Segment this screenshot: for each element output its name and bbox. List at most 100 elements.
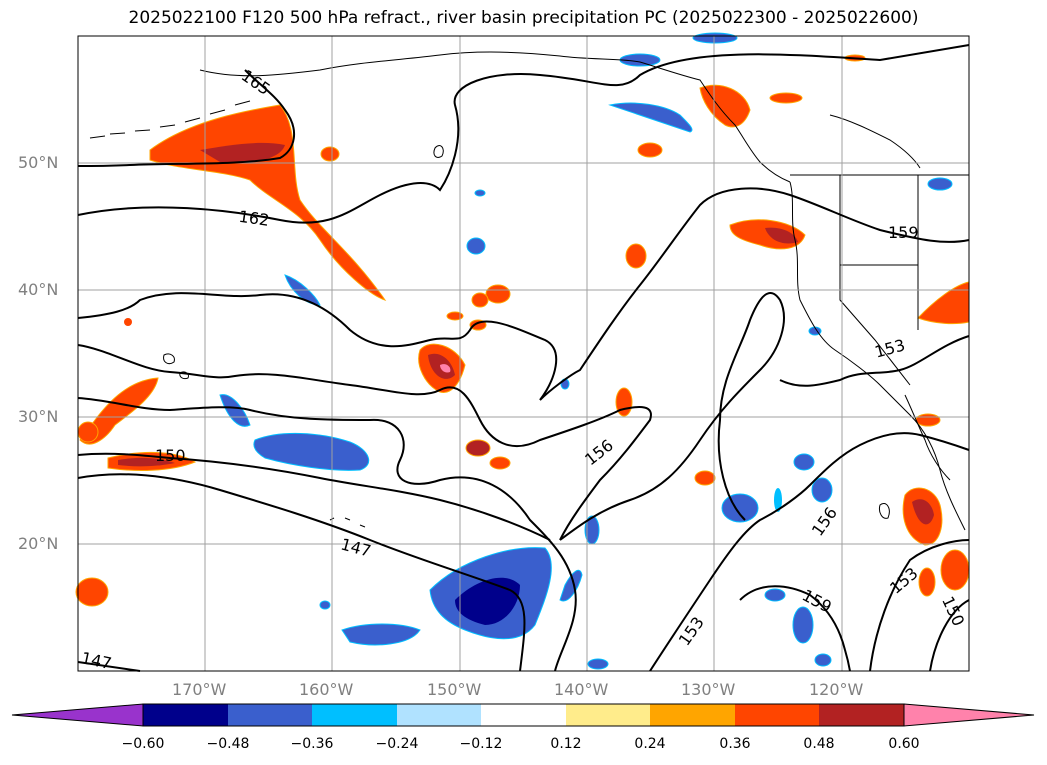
lon-tick-label: 120°W bbox=[809, 680, 864, 699]
colorbar bbox=[11, 703, 1035, 727]
contour-153-east2 bbox=[869, 539, 970, 672]
positive-anomaly-core bbox=[118, 457, 175, 467]
positive-anomaly-region bbox=[485, 284, 511, 304]
positive-anomaly-region bbox=[465, 439, 491, 457]
colorbar-segment bbox=[819, 704, 904, 726]
contour-153 bbox=[77, 397, 577, 672]
colorbar-segment bbox=[312, 704, 397, 726]
colorbar-segment bbox=[143, 704, 228, 726]
lon-tick-label: 160°W bbox=[299, 680, 354, 699]
negative-anomaly-region bbox=[608, 102, 693, 133]
geopotential-contours bbox=[77, 44, 970, 672]
colorbar-tick-label: 0.60 bbox=[888, 736, 920, 752]
negative-anomaly-region bbox=[927, 177, 953, 191]
lon-tick-label: 140°W bbox=[554, 680, 609, 699]
colorbar-frame bbox=[142, 703, 905, 727]
contour-156-east bbox=[779, 335, 970, 387]
colorbar-tick-label: −0.36 bbox=[290, 736, 334, 752]
contour-label: 150 bbox=[155, 446, 186, 465]
colorbar-tick-label: 0.36 bbox=[719, 736, 751, 752]
lon-tick-label: 150°W bbox=[427, 680, 482, 699]
negative-anomaly-region bbox=[692, 32, 738, 44]
positive-anomaly-region bbox=[769, 92, 803, 104]
contour-153-east bbox=[649, 432, 970, 672]
positive-anomaly-region bbox=[699, 84, 751, 128]
positive-anomaly-core bbox=[765, 227, 798, 244]
positive-anomaly-region bbox=[79, 377, 159, 445]
colorbar-tick-label: −0.24 bbox=[375, 736, 419, 752]
positive-anomaly-core bbox=[912, 499, 934, 525]
contour-147 bbox=[77, 473, 526, 672]
negative-anomaly-region bbox=[774, 488, 782, 512]
contour-162 bbox=[77, 44, 970, 224]
baja-coastline bbox=[904, 394, 951, 481]
contour-156b bbox=[559, 292, 785, 541]
na-west-coastline bbox=[789, 181, 966, 531]
fiord-coast bbox=[829, 114, 921, 169]
contour-label: 159 bbox=[888, 223, 919, 242]
contour-label: 162 bbox=[238, 207, 271, 230]
aleutian-islands bbox=[89, 100, 251, 139]
positive-anomaly-region bbox=[124, 318, 132, 326]
negative-anomaly-region bbox=[721, 493, 759, 523]
colorbar-segment bbox=[228, 704, 312, 726]
colorbar-segment bbox=[735, 704, 819, 726]
positive-anomaly-region bbox=[320, 146, 340, 162]
positive-anomaly-region bbox=[694, 470, 716, 486]
colorbar-tick-label: −0.48 bbox=[206, 736, 250, 752]
positive-anomaly-region bbox=[915, 413, 941, 427]
alaska-coastline bbox=[199, 51, 791, 183]
contour-159-east bbox=[739, 585, 851, 672]
positive-anomaly-region bbox=[918, 567, 936, 597]
lat-tick-label: 50°N bbox=[18, 153, 59, 172]
negative-anomaly-region bbox=[319, 600, 331, 610]
positive-anomaly-region bbox=[489, 456, 511, 470]
colorbar-tick-label: 0.48 bbox=[803, 736, 835, 752]
negative-anomaly-region bbox=[587, 658, 609, 670]
positive-anomaly-region bbox=[625, 243, 647, 269]
negative-anomaly-region bbox=[341, 623, 421, 646]
negative-anomaly-region bbox=[764, 588, 786, 602]
coastlines bbox=[89, 51, 969, 531]
colorbar-segment bbox=[481, 704, 566, 726]
contour-159 bbox=[77, 187, 970, 401]
colorbar-extend-low bbox=[11, 703, 144, 727]
contour-150-east bbox=[929, 599, 970, 672]
positive-anomaly-region bbox=[940, 549, 970, 591]
positive-anomaly-core bbox=[200, 142, 285, 163]
negative-anomaly-region bbox=[219, 394, 251, 427]
positive-anomaly-region bbox=[77, 421, 99, 443]
lon-tick-label: 170°W bbox=[172, 680, 227, 699]
negative-anomaly-region bbox=[811, 477, 833, 503]
map-frame bbox=[77, 35, 970, 672]
lat-tick-label: 20°N bbox=[18, 534, 59, 553]
negative-anomaly-region bbox=[792, 606, 814, 644]
contour-150 bbox=[77, 452, 551, 541]
negative-anomaly-region bbox=[793, 453, 815, 471]
negative-anomaly-core bbox=[455, 577, 520, 625]
lat-tick-label: 40°N bbox=[18, 280, 59, 299]
contour-147-west bbox=[77, 661, 141, 672]
negative-anomaly-region bbox=[474, 189, 486, 197]
colorbar-segment bbox=[650, 704, 735, 726]
colorbar-tick-label: −0.12 bbox=[459, 736, 503, 752]
negative-anomaly-region bbox=[466, 237, 486, 255]
lon-tick-label: 130°W bbox=[681, 680, 736, 699]
map-title: 2025022100 F120 500 hPa refract., river … bbox=[128, 8, 919, 28]
contour-165 bbox=[77, 69, 295, 167]
contour-156 bbox=[77, 344, 652, 541]
colorbar-tick-label: 0.24 bbox=[634, 736, 666, 752]
island-outline bbox=[433, 145, 890, 519]
state-border bbox=[839, 175, 919, 386]
colorbar-extend-high bbox=[903, 703, 1035, 727]
colorbar-segment bbox=[566, 704, 650, 726]
colorbar-segment bbox=[397, 704, 481, 726]
positive-anomaly-region bbox=[75, 577, 109, 607]
positive-anomaly-region bbox=[637, 142, 663, 158]
positive-anomaly-region bbox=[446, 311, 464, 321]
positive-anomaly-region bbox=[471, 292, 489, 308]
negative-anomaly-region bbox=[814, 653, 832, 667]
colorbar-tick-label: 0.12 bbox=[550, 736, 582, 752]
lat-tick-label: 30°N bbox=[18, 407, 59, 426]
